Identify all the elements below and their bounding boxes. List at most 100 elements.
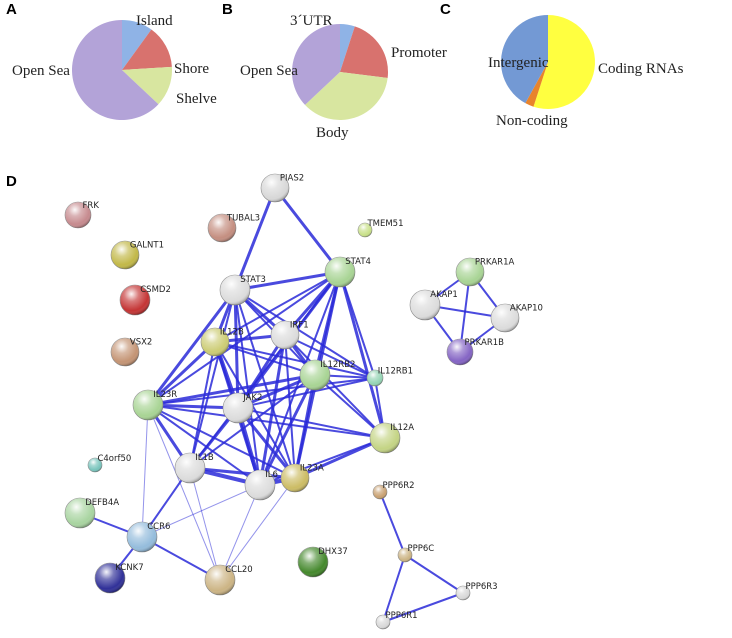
node-label: DEFB4A: [85, 498, 119, 508]
edge: [141, 484, 261, 538]
slice-label: Promoter: [391, 45, 447, 61]
panel-letter: D: [6, 173, 17, 190]
node-shine: [376, 615, 390, 629]
edge: [214, 341, 316, 376]
node-label: CCL20: [225, 565, 252, 575]
node-shine: [120, 285, 150, 315]
edge: [214, 341, 296, 479]
edge: [189, 341, 216, 469]
edge: [234, 289, 376, 379]
edge: [188, 466, 297, 480]
edge: [382, 592, 464, 623]
node-shine: [111, 338, 139, 366]
edge: [237, 377, 376, 409]
node-label: IRF1: [290, 320, 309, 330]
edge: [379, 491, 406, 556]
edge: [284, 334, 296, 479]
slice-label: Body: [316, 125, 349, 141]
node-shine: [133, 390, 163, 420]
edge: [233, 270, 342, 292]
node-label: TMEM51: [366, 219, 403, 229]
slice-label: 3´UTR: [290, 13, 333, 29]
node-shine: [358, 223, 372, 237]
edge: [219, 484, 261, 581]
edge: [189, 289, 236, 469]
node-shine: [456, 258, 484, 286]
edge: [404, 554, 464, 594]
node-label: PRKAR1A: [475, 257, 515, 267]
pie-slice: [501, 14, 548, 104]
node-label: C4orf50: [97, 454, 131, 464]
slice-label: Island: [136, 13, 173, 29]
node-shine: [65, 202, 91, 228]
edge: [146, 340, 217, 407]
slice-label: Intergenic: [488, 55, 549, 71]
node-shine: [325, 257, 355, 287]
node-shine: [300, 360, 330, 390]
node-shine: [205, 565, 235, 595]
node-shine: [201, 328, 229, 356]
edge: [233, 186, 277, 292]
node-label: PPP6R1: [385, 611, 417, 621]
slice-label: Shore: [174, 61, 209, 77]
pie-slice: [71, 20, 159, 121]
node-label: PRKAR1B: [465, 338, 505, 348]
node-label: FRK: [83, 201, 100, 211]
node-shine: [398, 548, 412, 562]
node-label: IL12B: [220, 327, 244, 337]
node-label: IL6: [265, 470, 278, 480]
slice-label: Coding RNAs: [598, 61, 684, 77]
node-shine: [456, 586, 470, 600]
node-shine: [245, 470, 275, 500]
node-label: PPP6R2: [382, 481, 414, 491]
slice-label: Non-coding: [496, 113, 568, 129]
edge: [147, 404, 221, 581]
edge: [189, 374, 316, 469]
node-label: JAK2: [242, 393, 262, 403]
node-label: AKAP10: [510, 303, 543, 313]
edge: [273, 186, 342, 274]
slice-label: Open Sea: [12, 63, 70, 79]
node-shine: [373, 485, 387, 499]
edge: [338, 270, 387, 440]
node-shine: [111, 241, 139, 269]
node-label: AKAP1: [430, 290, 458, 300]
node-shine: [220, 275, 250, 305]
node-shine: [410, 290, 440, 320]
node-label: STAT4: [345, 257, 371, 267]
node-shine: [491, 304, 519, 332]
node-label: IL23R: [153, 390, 177, 400]
edge: [146, 288, 237, 407]
node-shine: [370, 423, 400, 453]
panel-letter: A: [6, 1, 17, 18]
node-label: TUBAL3: [226, 213, 260, 223]
node-shine: [88, 458, 102, 472]
pie-slice: [122, 29, 172, 71]
pie-slice: [291, 24, 340, 105]
node-shine: [175, 453, 205, 483]
edge: [141, 404, 149, 538]
network-nodes: PIAS2 FRK TUBAL3 TMEM51 GALNT1 STAT3 STAT4 PRKA…: [64, 173, 543, 630]
pie-slice: [533, 15, 595, 109]
edge: [219, 477, 296, 581]
edge: [147, 377, 376, 406]
node-shine: [447, 339, 473, 365]
panel-letter: C: [440, 1, 451, 18]
node-label: CSMD2: [140, 285, 171, 295]
node-shine: [261, 174, 289, 202]
node-label: IL1B: [195, 453, 214, 463]
pie-slice: [340, 24, 355, 72]
node-shine: [95, 563, 125, 593]
node-shine: [208, 214, 236, 242]
node-label: IL12A: [390, 423, 414, 433]
edge: [214, 271, 341, 343]
node-label: PPP6C: [407, 544, 434, 554]
edge: [147, 404, 296, 479]
edge: [237, 407, 386, 439]
node-shine: [367, 370, 383, 386]
node-shine: [298, 547, 328, 577]
edge: [314, 374, 386, 439]
slice-label: Shelve: [176, 91, 217, 107]
edge: [147, 404, 386, 439]
edge: [189, 467, 221, 581]
